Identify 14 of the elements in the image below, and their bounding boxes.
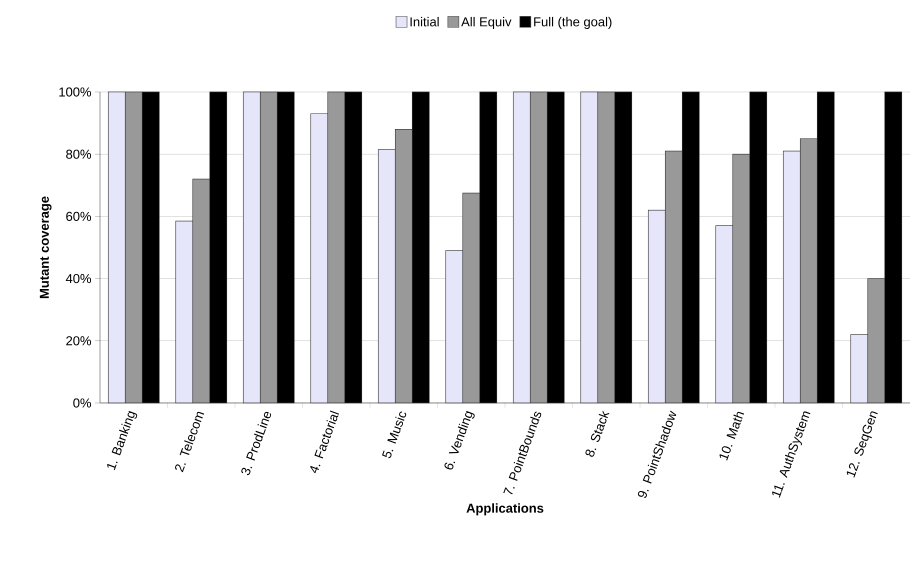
legend-label: Full (the goal) xyxy=(534,16,612,29)
y-tick-label: 20% xyxy=(66,336,92,346)
x-tick-label: 5. Music xyxy=(382,412,406,458)
y-tick-label: 0% xyxy=(73,398,92,408)
x-tick-label: 8. Stack xyxy=(585,410,610,457)
x-axis-title: Applications xyxy=(466,503,544,516)
x-tick-label: 10. Math xyxy=(720,412,744,460)
legend-label: All Equiv xyxy=(461,16,512,29)
legend-label: Initial xyxy=(410,16,439,26)
y-tick-label: 60% xyxy=(66,212,92,221)
y-tick-label: 40% xyxy=(66,274,92,284)
y-tick-label: 80% xyxy=(66,150,92,159)
y-axis-title: Mutant coverage xyxy=(40,196,52,298)
y-tick-label: 100% xyxy=(59,87,92,97)
